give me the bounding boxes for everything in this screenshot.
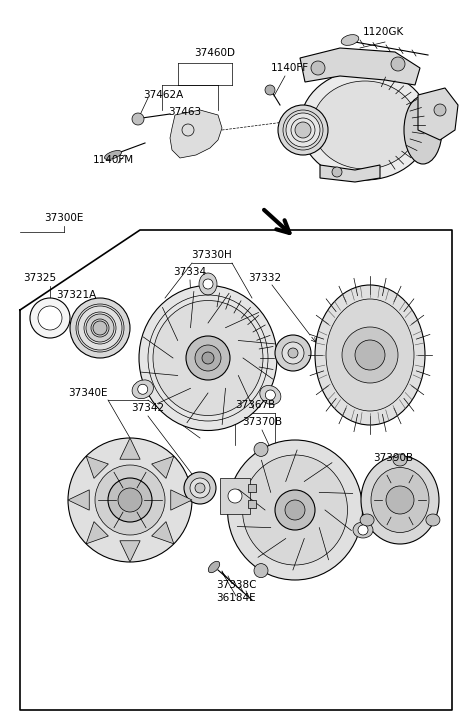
Circle shape <box>385 486 413 514</box>
Polygon shape <box>417 88 457 140</box>
Circle shape <box>310 61 324 75</box>
Circle shape <box>93 321 107 335</box>
Circle shape <box>194 345 220 371</box>
Circle shape <box>294 122 310 138</box>
Ellipse shape <box>259 385 280 404</box>
Bar <box>247 484 256 492</box>
Text: 1140FF: 1140FF <box>270 63 308 73</box>
Circle shape <box>131 113 144 125</box>
Circle shape <box>203 279 213 289</box>
Polygon shape <box>151 522 174 544</box>
Text: 37340E: 37340E <box>68 388 107 398</box>
Text: 37334: 37334 <box>173 267 206 277</box>
Ellipse shape <box>139 286 276 430</box>
Circle shape <box>70 298 130 358</box>
Polygon shape <box>151 456 174 478</box>
Text: 37367B: 37367B <box>234 400 275 410</box>
Polygon shape <box>169 110 221 158</box>
Ellipse shape <box>227 440 362 580</box>
Circle shape <box>189 478 210 498</box>
Circle shape <box>118 488 142 512</box>
Circle shape <box>186 336 230 380</box>
Text: 37390B: 37390B <box>372 453 412 463</box>
Circle shape <box>68 438 192 562</box>
Text: 37332: 37332 <box>248 273 281 283</box>
Text: 37462A: 37462A <box>143 90 183 100</box>
Circle shape <box>227 489 242 503</box>
Circle shape <box>86 314 114 342</box>
Ellipse shape <box>300 70 429 180</box>
Ellipse shape <box>208 561 219 573</box>
Ellipse shape <box>392 454 406 466</box>
Text: 36184E: 36184E <box>216 593 255 603</box>
Text: 1120GK: 1120GK <box>362 27 403 37</box>
Circle shape <box>332 167 341 177</box>
Polygon shape <box>86 522 108 544</box>
Circle shape <box>184 472 216 504</box>
Ellipse shape <box>153 300 263 416</box>
Ellipse shape <box>104 150 121 159</box>
Circle shape <box>265 390 275 400</box>
Ellipse shape <box>314 285 424 425</box>
Text: 37460D: 37460D <box>194 48 235 58</box>
Circle shape <box>285 113 319 147</box>
Circle shape <box>341 327 397 383</box>
Circle shape <box>264 85 275 95</box>
Text: 37370B: 37370B <box>241 417 282 427</box>
Polygon shape <box>119 438 140 459</box>
Ellipse shape <box>425 514 439 526</box>
Text: 37342: 37342 <box>131 403 164 413</box>
Circle shape <box>201 352 213 364</box>
Circle shape <box>78 306 122 350</box>
Polygon shape <box>68 490 89 510</box>
Ellipse shape <box>403 96 441 164</box>
Ellipse shape <box>312 81 417 169</box>
Circle shape <box>357 525 367 535</box>
Circle shape <box>138 385 147 394</box>
Circle shape <box>194 483 205 493</box>
Circle shape <box>282 342 303 364</box>
Circle shape <box>275 490 314 530</box>
Ellipse shape <box>242 455 347 565</box>
Circle shape <box>30 298 70 338</box>
Circle shape <box>275 335 310 371</box>
Circle shape <box>284 500 304 520</box>
Ellipse shape <box>325 299 413 411</box>
Ellipse shape <box>340 35 358 45</box>
Text: 37325: 37325 <box>24 273 56 283</box>
Text: 1140FM: 1140FM <box>92 155 133 165</box>
Ellipse shape <box>360 456 438 544</box>
Ellipse shape <box>199 273 217 295</box>
Circle shape <box>354 340 384 370</box>
Circle shape <box>38 306 62 330</box>
Circle shape <box>253 442 268 457</box>
Text: 37463: 37463 <box>168 107 201 117</box>
Circle shape <box>288 348 297 358</box>
Ellipse shape <box>370 467 428 532</box>
Ellipse shape <box>359 514 373 526</box>
Polygon shape <box>319 165 379 182</box>
Text: 37330H: 37330H <box>191 250 232 260</box>
Text: 37321A: 37321A <box>56 290 96 300</box>
Bar <box>219 478 250 514</box>
Polygon shape <box>300 48 419 85</box>
Bar <box>247 500 256 508</box>
Polygon shape <box>170 490 192 510</box>
Polygon shape <box>119 541 140 562</box>
Polygon shape <box>86 456 108 478</box>
Ellipse shape <box>132 380 153 398</box>
Circle shape <box>433 104 445 116</box>
Circle shape <box>277 105 327 155</box>
Circle shape <box>108 478 152 522</box>
Text: 37338C: 37338C <box>215 580 256 590</box>
Text: 37300E: 37300E <box>44 213 83 223</box>
Ellipse shape <box>352 522 372 538</box>
Circle shape <box>253 563 268 578</box>
Circle shape <box>390 57 404 71</box>
Circle shape <box>95 465 165 535</box>
